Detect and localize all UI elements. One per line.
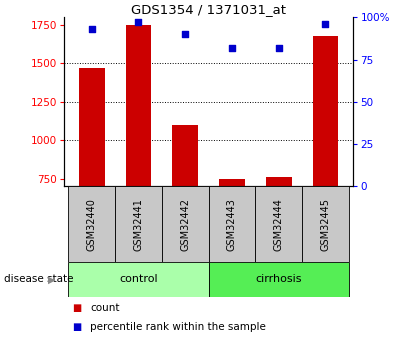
Bar	[172, 125, 198, 294]
FancyBboxPatch shape	[255, 186, 302, 262]
Text: count: count	[90, 303, 120, 313]
FancyBboxPatch shape	[209, 186, 255, 262]
Text: disease state: disease state	[4, 275, 74, 284]
Text: percentile rank within the sample: percentile rank within the sample	[90, 322, 266, 332]
Title: GDS1354 / 1371031_at: GDS1354 / 1371031_at	[131, 3, 286, 16]
Bar	[219, 179, 245, 294]
Point	[322, 21, 329, 27]
Bar	[79, 68, 104, 294]
FancyBboxPatch shape	[68, 262, 209, 297]
FancyBboxPatch shape	[209, 262, 349, 297]
Text: GSM32442: GSM32442	[180, 198, 190, 251]
Text: GSM32444: GSM32444	[274, 198, 284, 251]
Text: GSM32443: GSM32443	[227, 198, 237, 251]
Bar	[313, 36, 338, 294]
Text: cirrhosis: cirrhosis	[255, 275, 302, 284]
Point	[135, 20, 142, 25]
Point	[182, 31, 189, 37]
FancyBboxPatch shape	[162, 186, 209, 262]
Bar	[126, 25, 151, 294]
Text: ▶: ▶	[48, 275, 55, 284]
Text: ■: ■	[72, 322, 81, 332]
Point	[229, 45, 235, 50]
Text: control: control	[119, 275, 158, 284]
FancyBboxPatch shape	[68, 186, 115, 262]
Bar	[266, 177, 291, 294]
Point	[88, 26, 95, 32]
FancyBboxPatch shape	[115, 186, 162, 262]
FancyBboxPatch shape	[302, 186, 349, 262]
Point	[275, 45, 282, 50]
Text: GSM32445: GSM32445	[321, 198, 330, 251]
Text: ■: ■	[72, 303, 81, 313]
Text: GSM32441: GSM32441	[134, 198, 143, 251]
Text: GSM32440: GSM32440	[87, 198, 97, 251]
